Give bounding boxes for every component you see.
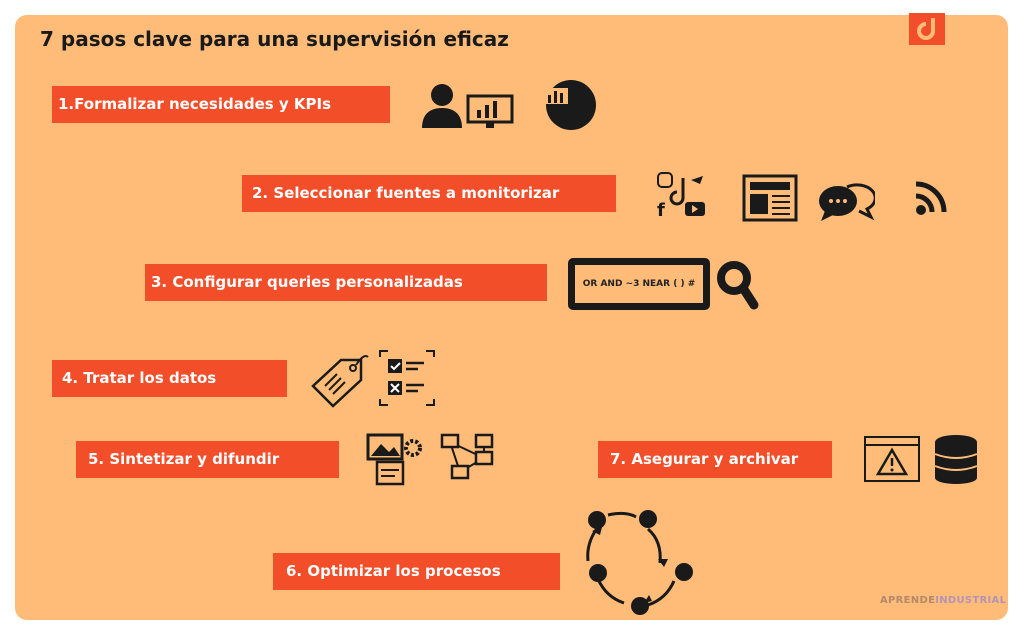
page-title: 7 pasos clave para una supervisión efica…	[40, 27, 509, 51]
logo	[909, 13, 945, 45]
image-settings-icon	[366, 433, 422, 486]
warning-window-icon	[864, 436, 920, 482]
step-3: 3. Configurar queries personalizadas	[145, 264, 547, 301]
step-4: 4. Tratar los datos	[52, 360, 287, 397]
step-2: 2. Seleccionar fuentes a monitorizar	[242, 175, 616, 212]
checklist-icon	[379, 350, 435, 406]
email-network-icon	[440, 433, 494, 480]
process-cycle-icon	[586, 510, 693, 615]
step-5: 5. Sintetizar y difundir	[76, 441, 339, 478]
database-icon	[934, 435, 978, 484]
step-1: 1.Formalizar necesidades y KPIs	[52, 86, 390, 123]
step-7: 7. Asegurar y archivar	[598, 441, 832, 478]
svg-text:f: f	[657, 200, 665, 220]
chat-bubbles-icon	[819, 183, 875, 221]
brand-part1: APRENDE	[880, 595, 936, 606]
brand-part2: INDUSTRIAL	[935, 595, 1007, 606]
brand-watermark: APRENDEINDUSTRIAL	[880, 595, 1006, 606]
rss-icon	[915, 181, 947, 215]
user-monitor-icon	[422, 84, 514, 128]
query-box: OR AND ~3 NEAR ( ) #	[568, 258, 710, 310]
pie-chart-icon	[546, 80, 596, 130]
social-media-icon: f	[657, 172, 705, 220]
tag-icon	[311, 355, 369, 408]
search-icon	[717, 261, 759, 310]
newspaper-icon	[742, 174, 798, 222]
step-6: 6. Optimizar los procesos	[273, 553, 560, 590]
